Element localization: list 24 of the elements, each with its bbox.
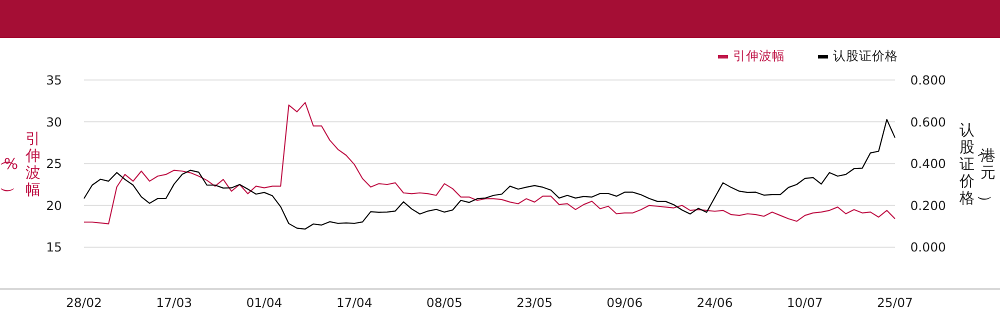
x-tick-label: 09/06: [606, 295, 643, 310]
x-tick-label: 10/07: [786, 295, 823, 310]
x-tick-label: 25/07: [876, 295, 914, 310]
x-tick-label: 08/05: [426, 295, 462, 310]
x-tick-label: 17/03: [156, 295, 192, 310]
x-tick-label: 01/04: [246, 295, 282, 310]
line-series: [83, 102, 896, 224]
y2-tick-label: 0.000: [910, 240, 946, 255]
y-tick-label: 35: [46, 72, 62, 88]
x-tick-label: 28/02: [66, 295, 102, 310]
y2-tick-label: 0.400: [910, 156, 946, 172]
legend-label: 引伸波幅: [733, 48, 785, 63]
x-tick-label: 23/05: [516, 295, 553, 310]
legend-label: 认股证价格: [833, 48, 898, 63]
y2-tick-label: 0.200: [910, 198, 946, 213]
y-tick-label: 15: [46, 240, 62, 255]
y2-tick-label: 0.600: [910, 114, 946, 130]
y-tick-label: 25: [46, 156, 62, 172]
x-tick-label: 24/06: [696, 295, 733, 310]
y-tick-label: 20: [46, 198, 62, 213]
y-tick-label: 30: [46, 114, 62, 130]
x-tick-label: 17/04: [336, 295, 372, 310]
line-series: [83, 118, 896, 230]
y2-tick-label: 0.800: [910, 72, 946, 88]
